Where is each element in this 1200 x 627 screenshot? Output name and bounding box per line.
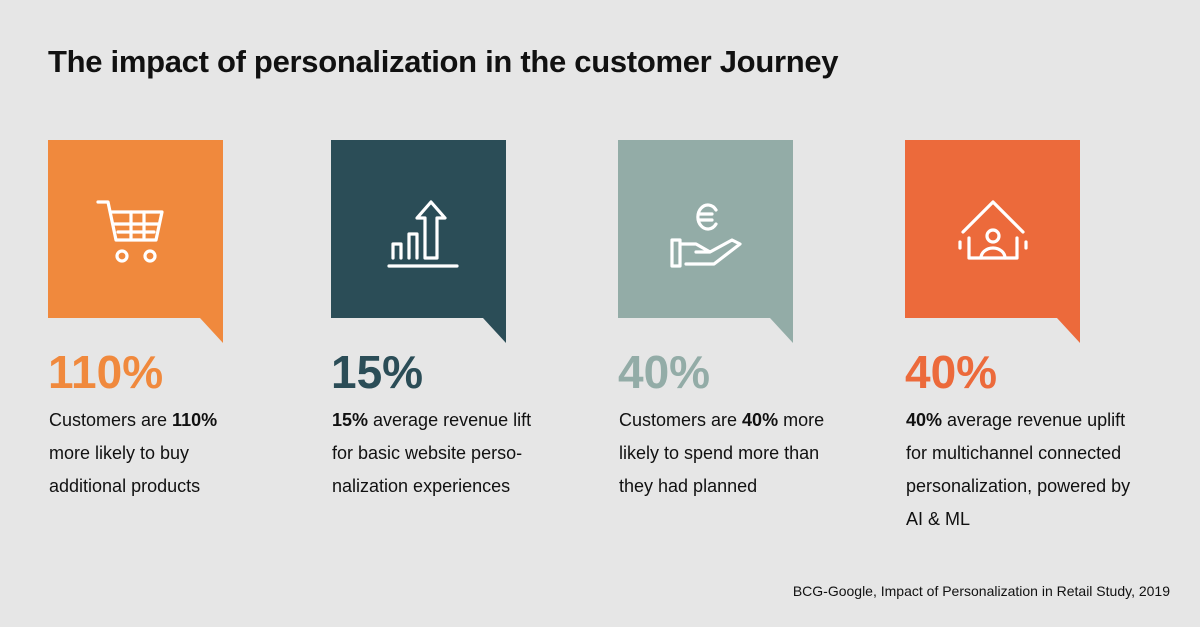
description-part: more likely to spend more than they had …: [619, 410, 825, 496]
description: 15% average revenue lift for basic websi…: [332, 404, 547, 503]
card-shape: [618, 140, 793, 343]
description: Customers are 110% more likely to buy ad…: [49, 404, 249, 503]
stat: 15%: [331, 346, 424, 398]
description-part: 15%: [332, 410, 369, 430]
description-part: 40%: [742, 410, 779, 430]
description-part: Customers are: [49, 410, 173, 430]
card-shape: [331, 140, 506, 343]
description: Customers are 40% more likely to spend m…: [619, 404, 851, 503]
stat: 40%: [905, 346, 998, 398]
description-part: 40%: [906, 410, 943, 430]
description-part: average revenue lift for basic website p…: [332, 410, 532, 496]
description-part: 110%: [172, 410, 218, 430]
description: 40% average revenue uplift for multichan…: [906, 404, 1151, 536]
source: BCG-Google, Impact of Personalization in…: [792, 583, 1170, 599]
card-shape: [905, 140, 1080, 343]
card-shape: [48, 140, 223, 343]
description-part: average revenue uplift for multichannel …: [906, 410, 1131, 529]
title: The impact of personalization in the cus…: [48, 44, 839, 79]
description-part: more likely to buy additional products: [49, 443, 201, 496]
description-part: Customers are: [619, 410, 743, 430]
stat: 40%: [618, 346, 711, 398]
stat: 110%: [48, 346, 164, 398]
